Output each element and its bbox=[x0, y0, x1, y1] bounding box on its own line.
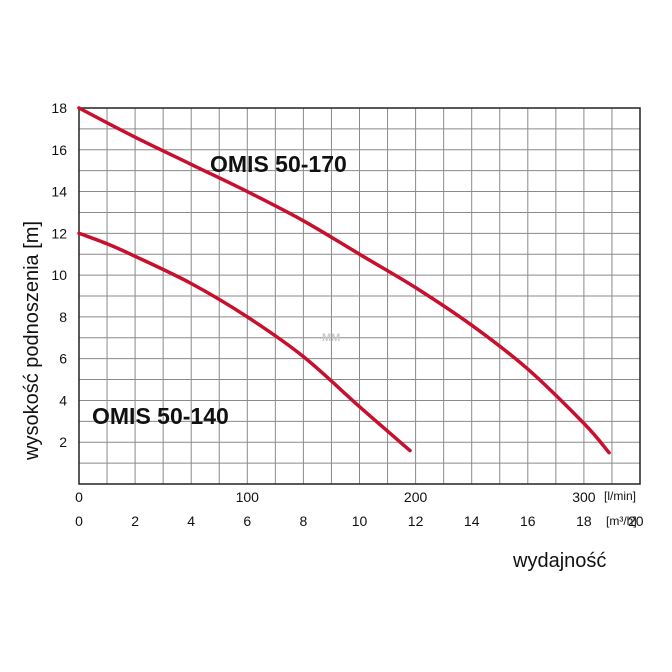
x2-tick-label: 100 bbox=[236, 489, 260, 505]
x-unit-label: [m³/h] bbox=[606, 514, 637, 528]
y-tick-label: 16 bbox=[51, 142, 67, 158]
x-tick-label: 2 bbox=[131, 513, 139, 529]
series-line-omis-50-170 bbox=[77, 106, 611, 455]
x-tick-label: 8 bbox=[300, 513, 308, 529]
series-label-omis-50-170: OMIS 50-170 bbox=[210, 151, 347, 177]
grid bbox=[78, 107, 641, 485]
x-tick-label: 6 bbox=[243, 513, 251, 529]
plot-frame bbox=[78, 107, 641, 485]
series-line-omis-50-140 bbox=[77, 231, 412, 453]
y-axis-title: wysokość podnoszenia [m] bbox=[21, 221, 43, 461]
x-tick-label: 16 bbox=[520, 513, 536, 529]
series-label-omis-50-140: OMIS 50-140 bbox=[92, 403, 229, 429]
x-tick-label: 20 bbox=[628, 513, 644, 529]
y-tick-label: 8 bbox=[59, 309, 67, 325]
y-tick-label: 14 bbox=[51, 184, 67, 200]
x-tick-label: 12 bbox=[408, 513, 424, 529]
y-tick-label: 10 bbox=[51, 267, 67, 283]
x-tick-label: 10 bbox=[352, 513, 368, 529]
x2-unit-label: [l/min] bbox=[604, 489, 636, 503]
x2-tick-label: 300 bbox=[572, 489, 596, 505]
y-tick-label: 2 bbox=[59, 434, 67, 450]
y-tick-label: 4 bbox=[59, 392, 67, 408]
x-tick-label: 4 bbox=[187, 513, 195, 529]
x-tick-label: 18 bbox=[576, 513, 592, 529]
y-tick-label: 12 bbox=[51, 225, 67, 241]
x2-tick-label: 0 bbox=[75, 489, 83, 505]
y-tick-label: 6 bbox=[59, 351, 67, 367]
watermark: MM bbox=[322, 332, 340, 344]
x2-tick-label: 200 bbox=[404, 489, 428, 505]
series-curves bbox=[77, 106, 611, 455]
x-axis-title: wydajność bbox=[512, 550, 606, 572]
x-tick-label: 14 bbox=[464, 513, 480, 529]
y-tick-label: 18 bbox=[51, 100, 67, 116]
plot-border bbox=[78, 107, 641, 485]
x-tick-label: 0 bbox=[75, 513, 83, 529]
